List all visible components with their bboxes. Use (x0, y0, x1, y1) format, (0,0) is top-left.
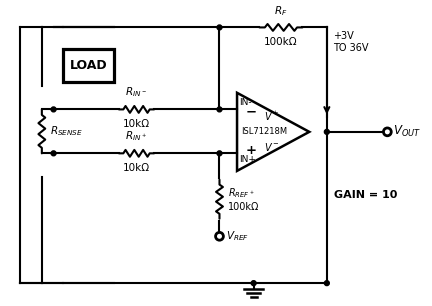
Circle shape (217, 151, 222, 156)
Text: $R_F$: $R_F$ (274, 4, 288, 18)
Text: +: + (246, 144, 257, 157)
Text: ISL71218M: ISL71218M (241, 127, 288, 136)
Text: 100kΩ: 100kΩ (264, 37, 298, 47)
Text: +3V
TO 36V: +3V TO 36V (333, 31, 368, 53)
Text: −: − (246, 106, 257, 119)
Text: 10kΩ: 10kΩ (123, 119, 150, 129)
Text: LOAD: LOAD (70, 59, 108, 72)
Circle shape (324, 129, 329, 134)
Circle shape (324, 281, 329, 285)
Text: $V_{REF}$: $V_{REF}$ (226, 230, 249, 243)
Circle shape (51, 107, 56, 112)
Text: GAIN = 10: GAIN = 10 (334, 190, 397, 200)
Text: 10kΩ: 10kΩ (123, 163, 150, 173)
Text: $R_{IN^-}$: $R_{IN^-}$ (125, 85, 148, 99)
Circle shape (217, 25, 222, 30)
Circle shape (51, 151, 56, 156)
Text: $R_{IN^+}$: $R_{IN^+}$ (125, 129, 148, 143)
Bar (64, 49, 114, 82)
Text: IN+: IN+ (239, 155, 256, 164)
Text: $R_{SENSE}$: $R_{SENSE}$ (50, 125, 83, 138)
Circle shape (217, 107, 222, 112)
Text: IN-: IN- (239, 99, 251, 107)
Text: $V^-$: $V^-$ (264, 141, 280, 154)
Circle shape (251, 281, 256, 285)
Polygon shape (237, 93, 309, 171)
Text: $V_{OUT}$: $V_{OUT}$ (393, 124, 421, 140)
Text: $V^+$: $V^+$ (264, 110, 280, 123)
Text: 100kΩ: 100kΩ (228, 202, 260, 212)
Text: $R_{REF^+}$: $R_{REF^+}$ (228, 186, 255, 200)
